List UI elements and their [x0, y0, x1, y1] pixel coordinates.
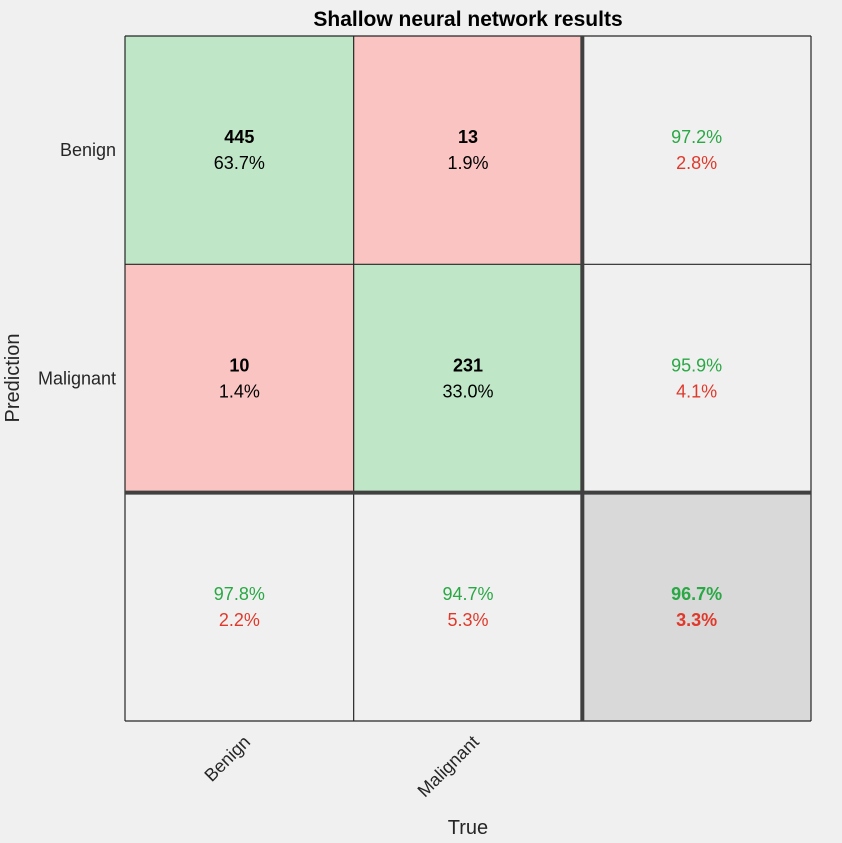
incorrect-percent: 5.3% — [447, 610, 488, 630]
matrix-cell — [125, 264, 354, 493]
correct-percent: 95.9% — [671, 356, 722, 376]
matrix-cell — [353, 264, 583, 493]
overall-accuracy-cell — [582, 492, 811, 721]
correct-percent: 97.2% — [671, 127, 722, 147]
incorrect-percent: 4.1% — [676, 382, 717, 402]
column-summary-cell — [125, 492, 354, 721]
cell-percent: 33.0% — [442, 382, 493, 402]
incorrect-percent: 2.2% — [219, 610, 260, 630]
column-summary-cell — [353, 492, 583, 721]
cell-count: 13 — [458, 127, 478, 147]
matrix-cell — [353, 36, 583, 265]
correct-percent: 94.7% — [442, 584, 493, 604]
cell-count: 445 — [224, 127, 254, 147]
cell-percent: 1.9% — [447, 153, 488, 173]
cell-percent: 1.4% — [219, 382, 260, 402]
incorrect-percent: 2.8% — [676, 153, 717, 173]
row-summary-cell — [582, 264, 811, 493]
cell-percent: 63.7% — [214, 153, 265, 173]
y-tick-label: Benign — [60, 140, 116, 160]
x-axis-label: True — [448, 817, 488, 839]
chart-title: Shallow neural network results — [313, 8, 622, 31]
correct-percent: 96.7% — [671, 584, 722, 604]
x-tick-label: Benign — [200, 732, 254, 786]
y-tick-label: Malignant — [38, 369, 116, 389]
correct-percent: 97.8% — [214, 584, 265, 604]
cell-count: 10 — [229, 356, 249, 376]
x-tick-label: Malignant — [413, 732, 482, 801]
row-summary-cell — [582, 36, 811, 265]
y-axis-label: Prediction — [2, 334, 24, 423]
incorrect-percent: 3.3% — [676, 610, 717, 630]
cell-count: 231 — [453, 356, 483, 376]
matrix-cell — [125, 36, 354, 265]
